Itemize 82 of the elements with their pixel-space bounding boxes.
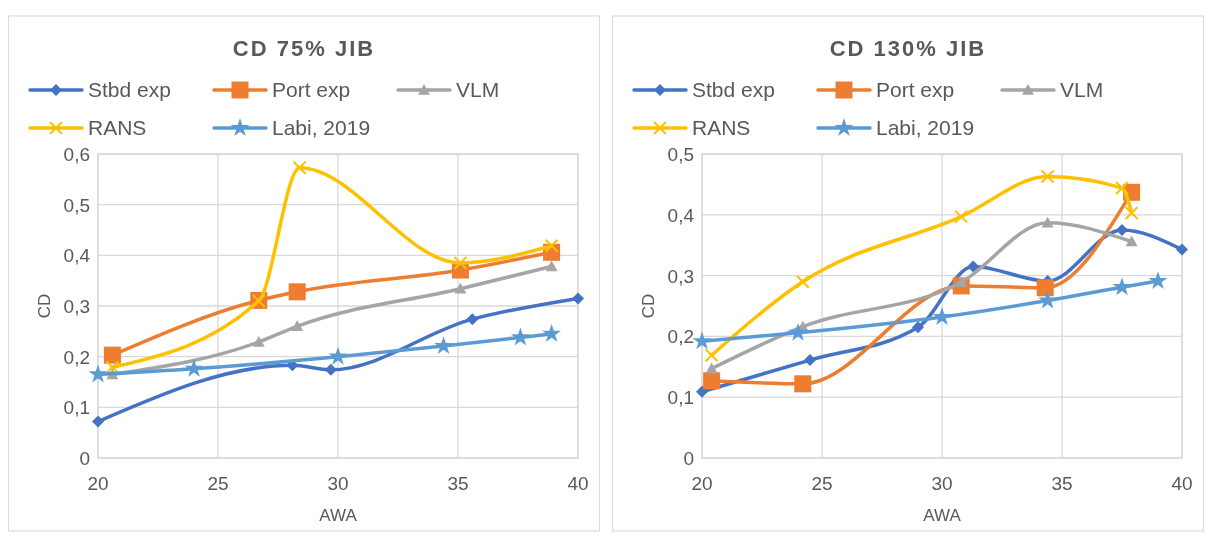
point <box>967 260 980 273</box>
point <box>103 346 121 364</box>
y-axis-title: CD <box>639 293 658 319</box>
y-tick-label: 0 <box>683 448 694 469</box>
chart-title: CD 75% JIB <box>232 36 376 61</box>
x-tick-label: 20 <box>691 473 713 494</box>
point <box>692 331 712 350</box>
point <box>1115 181 1129 196</box>
legend-label: Labi, 2019 <box>272 116 371 139</box>
point <box>542 323 562 342</box>
point <box>804 354 816 367</box>
point <box>1036 279 1054 297</box>
x-tick-label: 20 <box>87 473 109 494</box>
y-tick-label: 0,1 <box>63 397 90 419</box>
legend-label: Stbd exp <box>692 78 775 101</box>
point <box>795 274 810 289</box>
y-tick-label: 0,3 <box>667 265 694 287</box>
y-tick-label: 0,5 <box>667 144 694 165</box>
y-tick-label: 0,2 <box>667 326 694 348</box>
point <box>705 362 718 374</box>
point <box>1124 205 1139 220</box>
point <box>704 348 719 363</box>
point <box>292 160 307 175</box>
legend-label: RANS <box>692 116 751 139</box>
legend-label: Labi, 2019 <box>876 116 975 139</box>
legend-label: RANS <box>88 116 147 139</box>
y-tick-label: 0,4 <box>63 245 91 267</box>
point <box>932 307 952 325</box>
x-tick-label: 30 <box>931 473 953 494</box>
point <box>328 346 348 365</box>
legend-label: Port exp <box>272 78 351 101</box>
point <box>572 292 584 305</box>
x-tick-label: 25 <box>207 473 229 494</box>
point <box>1148 271 1168 290</box>
point <box>794 375 812 393</box>
y-tick-label: 0,2 <box>63 346 90 368</box>
point <box>1041 216 1054 228</box>
point <box>252 335 265 347</box>
chart-title: CD 130% JIB <box>829 36 987 61</box>
x-axis-title: AWA <box>923 506 962 525</box>
point <box>545 260 558 272</box>
y-tick-label: 0 <box>79 448 90 469</box>
y-tick-label: 0,1 <box>667 387 694 409</box>
point <box>954 209 969 224</box>
x-tick-label: 30 <box>327 473 349 494</box>
point <box>434 336 454 355</box>
legend-label: VLM <box>1060 78 1104 101</box>
point <box>1116 224 1128 236</box>
point <box>453 255 468 270</box>
point <box>1112 277 1132 296</box>
x-tick-label: 25 <box>811 473 833 494</box>
x-axis-title: AWA <box>319 506 358 525</box>
point <box>544 238 559 253</box>
point <box>1038 290 1058 309</box>
point <box>184 358 204 377</box>
y-tick-label: 0,5 <box>63 194 90 216</box>
x-tick-label: 35 <box>1051 473 1073 494</box>
point <box>88 364 108 383</box>
point <box>788 322 808 341</box>
point <box>703 372 721 390</box>
legend-label: Port exp <box>876 78 955 101</box>
x-tick-label: 40 <box>567 473 589 494</box>
point <box>696 385 708 398</box>
y-tick-label: 0,6 <box>63 144 90 165</box>
point <box>466 313 479 326</box>
y-tick-label: 0,4 <box>667 204 695 226</box>
point <box>1125 235 1138 247</box>
point <box>1176 243 1188 256</box>
x-tick-label: 40 <box>1171 473 1193 494</box>
point <box>105 360 120 375</box>
point <box>291 320 304 332</box>
point <box>454 282 467 294</box>
point <box>288 283 306 301</box>
point <box>92 415 104 428</box>
legend-label: VLM <box>456 78 500 101</box>
y-tick-label: 0,3 <box>63 296 90 317</box>
y-axis-title: CD <box>35 293 54 319</box>
point <box>1040 169 1055 184</box>
legend-label: Stbd exp <box>88 78 171 101</box>
x-tick-label: 35 <box>447 473 469 494</box>
point <box>912 321 924 334</box>
point <box>510 327 530 346</box>
